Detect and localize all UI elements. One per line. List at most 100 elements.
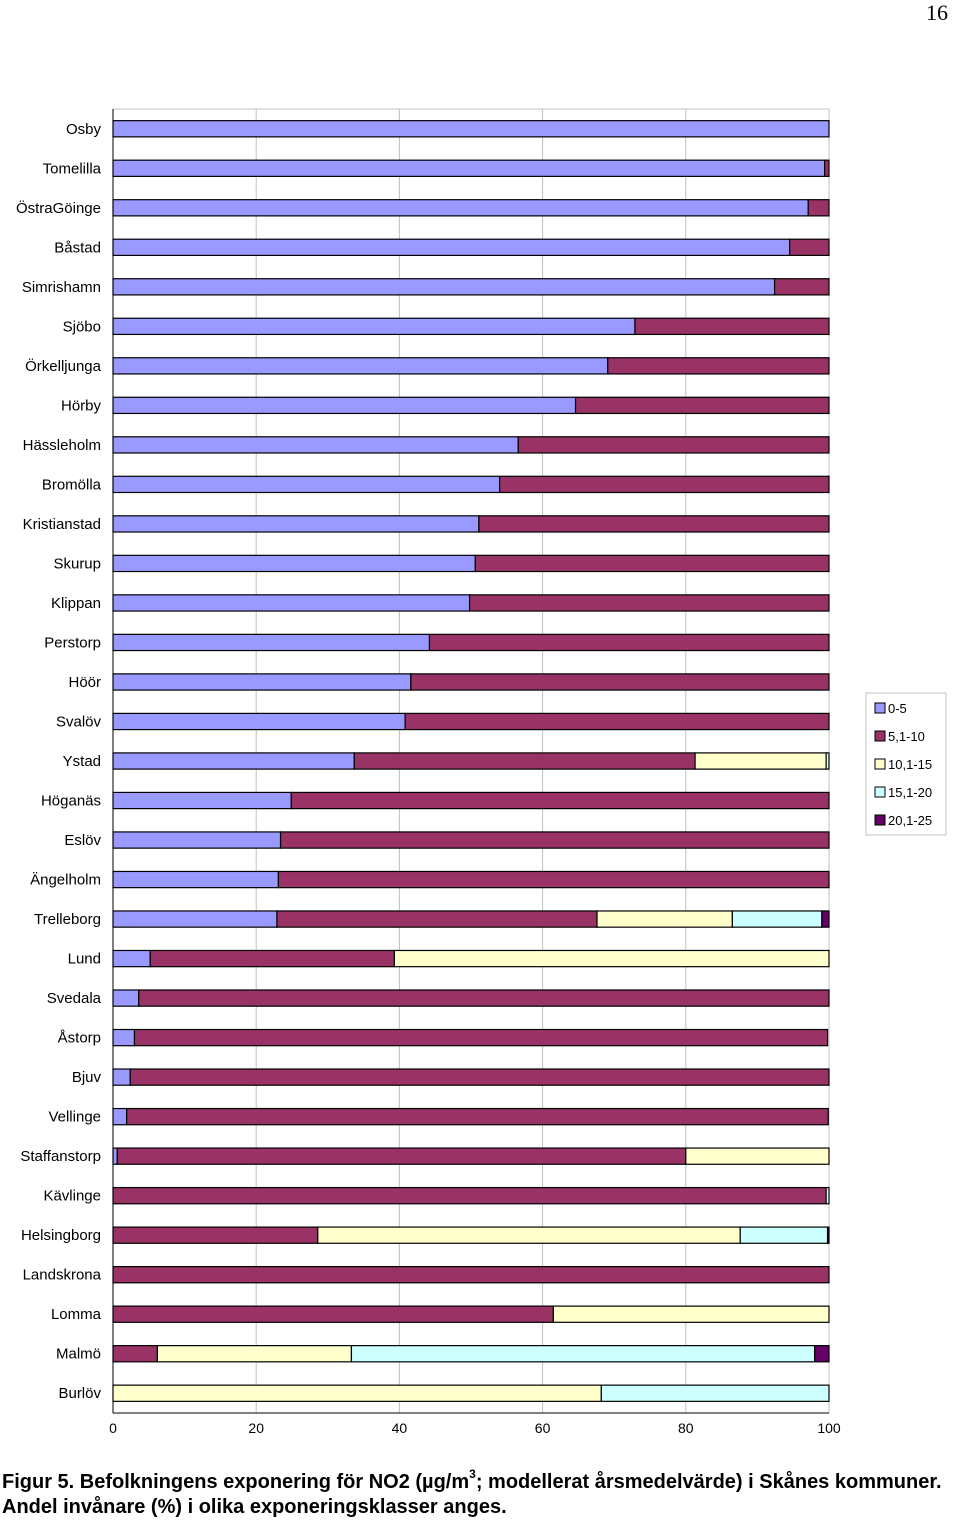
caption-superscript: 3 xyxy=(469,1467,476,1482)
bar-segment xyxy=(410,673,830,691)
bar-segment xyxy=(112,1147,118,1165)
bar-segment xyxy=(290,791,830,810)
bar-segment xyxy=(112,752,355,770)
bar-segment xyxy=(694,752,827,770)
bar-segment xyxy=(350,1345,816,1363)
legend-swatch xyxy=(874,814,886,826)
category-label: Helsingborg xyxy=(21,1227,101,1244)
bar-segment xyxy=(279,831,830,849)
bar-segment xyxy=(116,1147,687,1165)
category-label: Lund xyxy=(68,951,101,968)
bar-segment xyxy=(112,357,609,375)
bar-segment xyxy=(276,910,598,928)
bar-segment xyxy=(499,475,830,494)
bar-segment xyxy=(404,712,830,731)
legend-label: 15,1-20 xyxy=(888,785,932,800)
x-tick-label: 80 xyxy=(678,1420,694,1436)
bar-segment xyxy=(156,1345,353,1363)
bar-segment xyxy=(112,791,292,810)
category-label: Staffanstorp xyxy=(20,1148,101,1165)
category-label: Kävlinge xyxy=(43,1188,101,1205)
bar-segment xyxy=(317,1226,741,1244)
bar-segment xyxy=(112,949,151,968)
bar-segment xyxy=(607,357,830,375)
bar-segment xyxy=(517,436,830,454)
category-label: Simrishamn xyxy=(22,279,101,296)
bar-segment xyxy=(112,120,830,138)
bar-segment xyxy=(112,1384,602,1402)
bar-segment xyxy=(112,159,826,177)
legend-label: 5,1-10 xyxy=(888,729,925,744)
bar-segment xyxy=(149,949,395,968)
bar-segment xyxy=(112,633,431,652)
category-label: Hörby xyxy=(61,397,102,414)
category-label: Åstorp xyxy=(58,1030,101,1047)
bar-segment xyxy=(825,1186,830,1205)
bar-segment xyxy=(112,1068,131,1086)
bar-segment xyxy=(600,1384,830,1402)
category-label: Klippan xyxy=(51,595,101,612)
bar-segment xyxy=(112,1345,158,1363)
bar-segment xyxy=(826,1226,830,1244)
bar-segment xyxy=(112,1028,136,1047)
category-label: Trelleborg xyxy=(34,911,101,928)
bar-segment xyxy=(277,870,830,889)
category-label: Svalöv xyxy=(56,713,102,730)
category-label: Lomma xyxy=(51,1306,102,1323)
category-label: Eslöv xyxy=(64,832,101,849)
bar-segment xyxy=(789,238,830,257)
bar-segment xyxy=(112,1186,827,1205)
bar-segment xyxy=(138,989,830,1007)
bar-segment xyxy=(112,1107,128,1126)
x-tick-label: 20 xyxy=(248,1420,264,1436)
caption-text-1: Figur 5. Befolkningens exponering för NO… xyxy=(2,1471,470,1493)
category-label: Vellinge xyxy=(48,1109,101,1126)
category-label: Sjöbo xyxy=(63,318,101,335)
stacked-bar-chart: Osby Tomelilla ÖstraGöinge Båstad Simrishamn… xyxy=(16,108,947,1436)
bar-segment xyxy=(814,1345,830,1363)
bar-segment xyxy=(129,1068,830,1086)
category-label: Skurup xyxy=(53,555,101,572)
bars xyxy=(112,120,830,1402)
bar-segment xyxy=(478,515,830,533)
bar-segment xyxy=(112,436,519,454)
bar-segment xyxy=(821,910,830,928)
bar-segment xyxy=(112,317,636,336)
x-axis: 0 20 40 60 80 100 xyxy=(109,109,841,1436)
x-tick-label: 40 xyxy=(392,1420,408,1436)
bar-segment xyxy=(574,396,830,415)
legend-swatch xyxy=(874,786,886,798)
category-label: Osby xyxy=(66,121,102,138)
bar-segment xyxy=(393,949,830,968)
bar-segment xyxy=(634,317,830,336)
bar-segment xyxy=(112,1265,830,1284)
bar-segment xyxy=(112,475,501,494)
legend: 0-5 5,1-10 10,1-15 15,1-20 20,1-25 xyxy=(865,692,947,836)
bar-segment xyxy=(596,910,733,928)
bar-segment xyxy=(685,1147,830,1165)
legend-swatch xyxy=(874,702,886,714)
bar-segment xyxy=(474,554,830,573)
bar-segment xyxy=(824,159,830,177)
category-label: Tomelilla xyxy=(43,160,102,177)
category-label: Ystad xyxy=(63,753,101,770)
bar-segment xyxy=(112,515,480,533)
figure-caption: Figur 5. Befolkningens exponering för NO… xyxy=(2,1467,952,1520)
category-label: Hässleholm xyxy=(23,437,101,454)
bar-segment xyxy=(112,712,406,731)
bar-segment xyxy=(731,910,823,928)
category-label: Kristianstad xyxy=(23,516,101,533)
bar-segment xyxy=(112,989,140,1007)
bar-segment xyxy=(112,554,476,573)
category-label: Bromölla xyxy=(42,476,102,493)
bar-segment xyxy=(353,752,696,770)
bar-segment xyxy=(112,278,776,296)
bar-segment xyxy=(739,1226,829,1244)
legend-label: 10,1-15 xyxy=(888,757,932,772)
bar-segment xyxy=(112,594,471,612)
category-label: Båstad xyxy=(54,239,101,256)
bar-segment xyxy=(773,278,830,296)
category-label: Höör xyxy=(68,674,101,691)
category-label: Ängelholm xyxy=(30,872,101,889)
bar-segment xyxy=(112,870,279,889)
